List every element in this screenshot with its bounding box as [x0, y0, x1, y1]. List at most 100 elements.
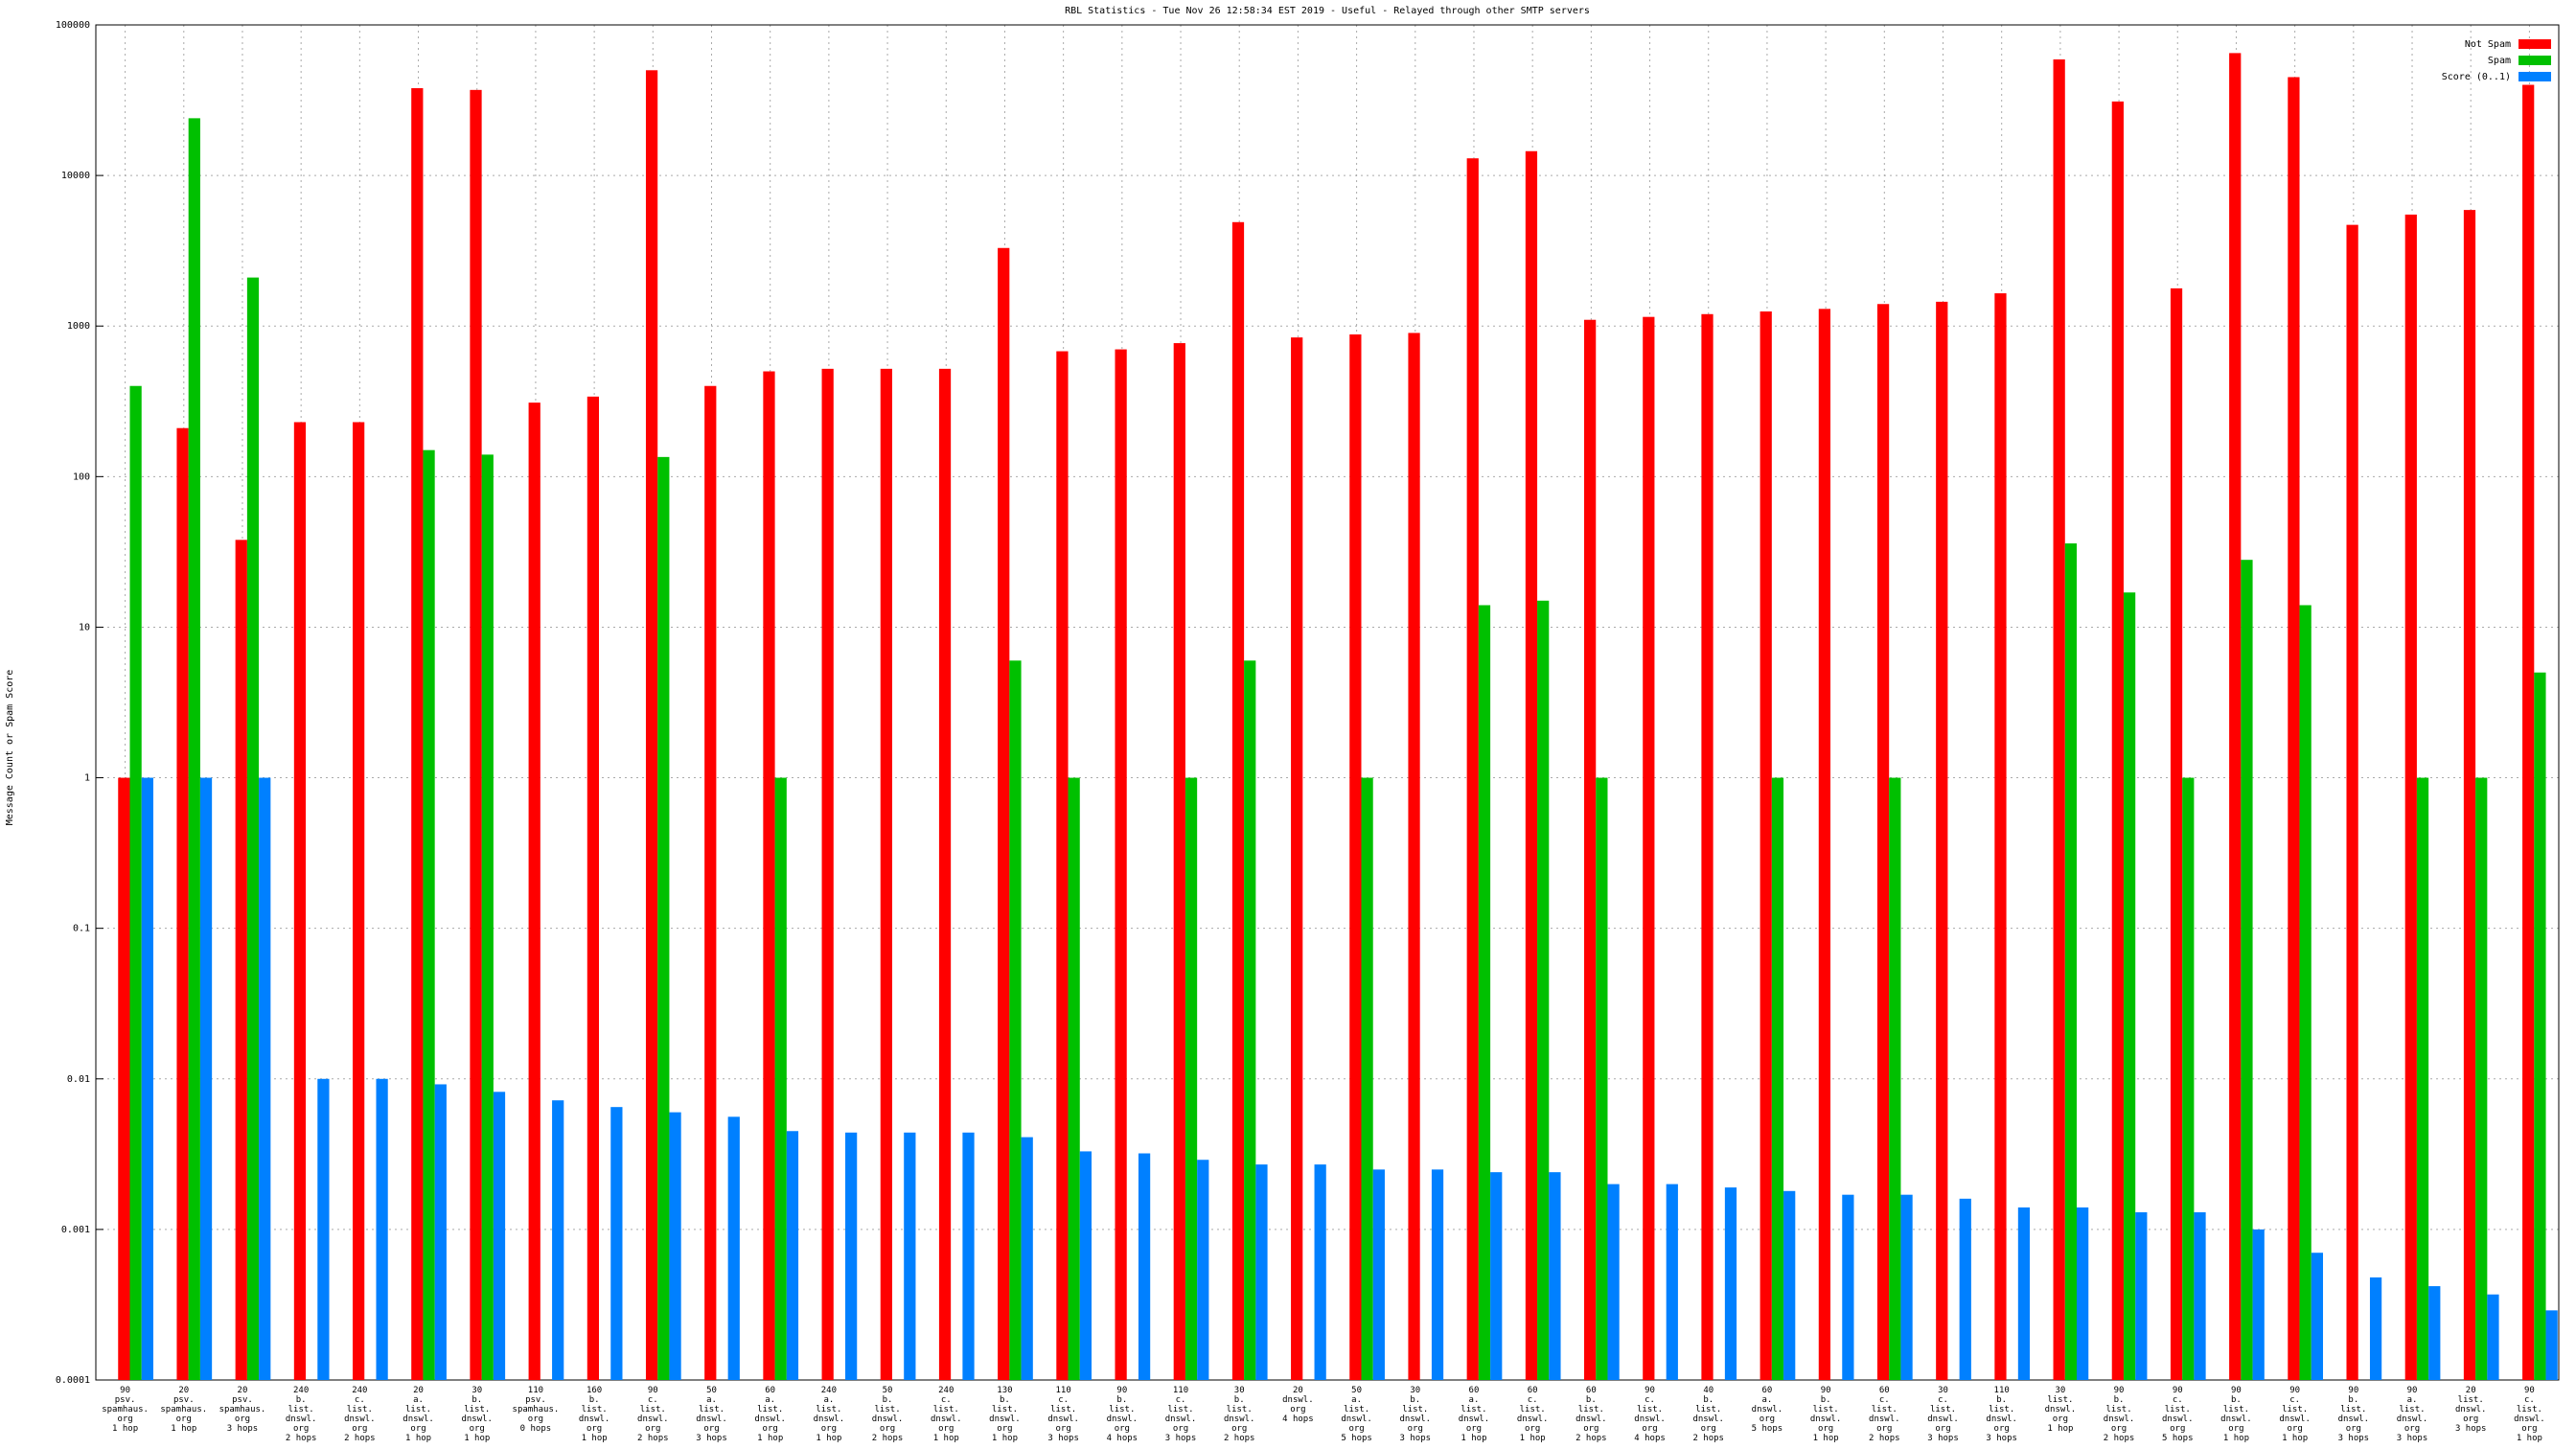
bar [411, 88, 424, 1381]
bar [962, 1132, 975, 1380]
bar [2053, 59, 2065, 1380]
bar [2346, 224, 2358, 1380]
bar [353, 422, 365, 1381]
bar [1056, 351, 1069, 1381]
bar [657, 456, 670, 1380]
bar [2135, 1211, 2148, 1380]
bar [786, 1131, 799, 1380]
bar [2123, 592, 2136, 1380]
bar [1244, 660, 1256, 1380]
bar [1408, 333, 1420, 1380]
bar [176, 427, 189, 1380]
y-tick-label: 0.0001 [56, 1375, 90, 1386]
bar [704, 385, 717, 1380]
x-tick-label: 40 b. list. dnswl. org 2 hops [1692, 1386, 1724, 1443]
y-tick-label: 100000 [56, 20, 90, 31]
legend-swatch [2518, 72, 2551, 81]
x-tick-label: 50 a. list. dnswl. org 5 hops [1341, 1386, 1372, 1443]
bar [1197, 1160, 1209, 1380]
bar [317, 1078, 330, 1380]
x-tick-label: 20 a. list. dnswl. org 1 hop [402, 1386, 434, 1443]
x-tick-label: 30 b. list. dnswl. org 2 hops [1223, 1386, 1255, 1443]
bar [1291, 337, 1303, 1380]
bar [727, 1116, 740, 1380]
bar [129, 385, 142, 1380]
bar [904, 1132, 916, 1380]
x-tick-label: 20 psv. spamhaus. org 1 hop [160, 1386, 208, 1434]
x-tick-label: 110 c. list. dnswl. org 3 hops [1164, 1386, 1197, 1443]
bar [774, 777, 787, 1380]
bar [434, 1084, 447, 1380]
bar [481, 454, 494, 1380]
x-tick-label: 110 psv. spamhaus. org 0 hops [512, 1386, 560, 1434]
bar [2416, 777, 2429, 1380]
bar [1372, 1169, 1385, 1380]
bar [1466, 158, 1479, 1380]
chart-title: RBL Statistics - Tue Nov 26 12:58:34 EST… [1065, 6, 1590, 16]
x-tick-label: 90 c. list. dnswl. org 4 hops [1634, 1386, 1666, 1443]
bar [669, 1112, 681, 1380]
bar [586, 396, 600, 1381]
bar [2252, 1229, 2265, 1380]
bar [1818, 309, 1831, 1381]
bar [199, 777, 213, 1380]
y-tick-label: 100 [73, 472, 90, 482]
bar [1478, 605, 1491, 1380]
bar [1876, 304, 1890, 1380]
x-tick-label: 50 a. list. dnswl. org 3 hops [696, 1386, 727, 1443]
bar [1525, 150, 1538, 1380]
bar [1314, 1164, 1326, 1380]
bar [1783, 1190, 1796, 1380]
bar [1349, 334, 1362, 1381]
x-tick-label: 90 psv. spamhaus. org 1 hop [102, 1386, 149, 1434]
y-tick-label: 10 [79, 622, 90, 632]
bar [552, 1100, 564, 1380]
bar [1079, 1151, 1092, 1380]
bar [2182, 777, 2195, 1380]
legend-swatch [2518, 39, 2551, 49]
bar [938, 368, 952, 1380]
x-tick-label: 50 b. list. dnswl. org 2 hops [871, 1386, 904, 1443]
y-tick-label: 0.01 [67, 1074, 90, 1085]
bar [1771, 777, 1784, 1380]
x-tick-label: 60 a. dnswl. org 5 hops [1751, 1386, 1783, 1434]
bar [2428, 1286, 2441, 1380]
x-tick-label: 30 b. list. dnswl. org 3 hops [1399, 1386, 1432, 1443]
bar [2463, 210, 2476, 1381]
bar [1994, 293, 2007, 1380]
bar [1255, 1164, 1268, 1380]
bar [845, 1132, 858, 1380]
bar [1596, 777, 1608, 1380]
x-tick-label: 240 b. list. dnswl. org 2 hops [285, 1386, 317, 1443]
x-tick-label: 60 c. list. dnswl. org 1 hop [1516, 1386, 1549, 1443]
bar [293, 422, 307, 1381]
legend-label: Score (0..1) [2442, 72, 2511, 82]
bar [376, 1078, 388, 1380]
x-tick-label: 60 a. list. dnswl. org 1 hop [1458, 1386, 1490, 1443]
bar [1021, 1137, 1033, 1380]
plot-frame [95, 24, 2560, 1381]
x-tick-label: 60 b. list. dnswl. org 2 hops [1576, 1386, 1607, 1443]
bar [998, 247, 1010, 1380]
bar [2170, 288, 2183, 1381]
bar [1138, 1153, 1151, 1380]
x-tick-label: 90 a. list. dnswl. org 3 hops [2396, 1386, 2428, 1443]
bar [1643, 316, 1655, 1380]
bar [1549, 1172, 1561, 1380]
bar [1115, 349, 1127, 1380]
bar [2241, 560, 2253, 1380]
bar [2487, 1294, 2499, 1380]
bar [188, 118, 200, 1380]
bar [2229, 53, 2242, 1380]
bar [2545, 1310, 2558, 1380]
bar [821, 368, 834, 1380]
x-tick-label: 90 c. list. dnswl. org 2 hops [637, 1386, 669, 1443]
bar [2194, 1211, 2206, 1380]
x-tick-label: 90 b. list. dnswl. org 4 hops [1106, 1386, 1138, 1443]
y-tick-label: 10000 [61, 171, 90, 181]
y-tick-label: 0.1 [73, 924, 90, 934]
bar [1900, 1194, 1913, 1380]
bar [1184, 777, 1198, 1380]
